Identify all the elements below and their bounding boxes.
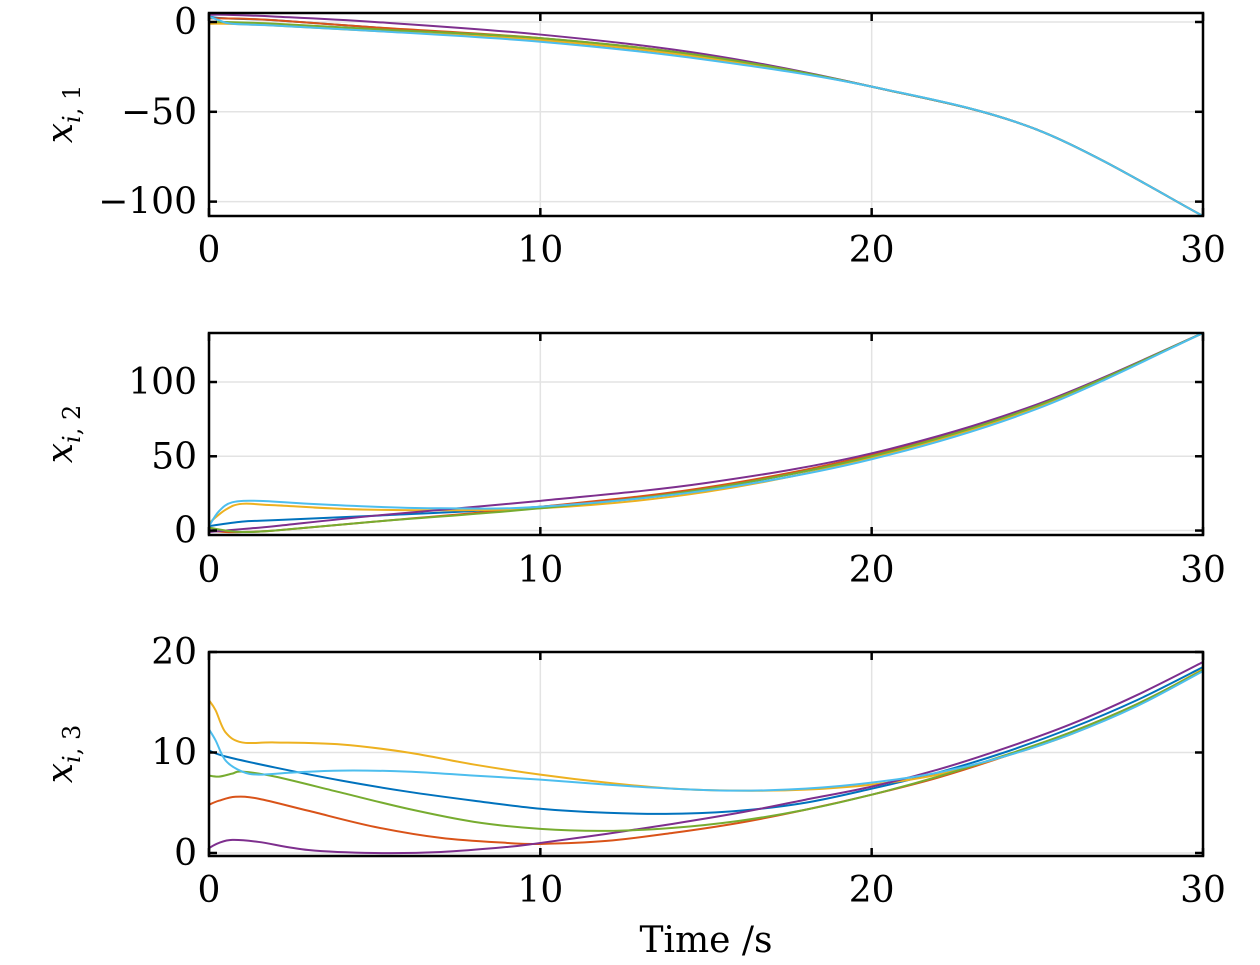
series-line-3 bbox=[209, 333, 1203, 524]
series-line-3 bbox=[209, 22, 1203, 216]
series-line-1 bbox=[209, 15, 1203, 216]
x-tick-label: 30 bbox=[1180, 230, 1226, 271]
axes-frame bbox=[207, 11, 1205, 218]
y-axis-label: xi, 2 bbox=[40, 405, 86, 464]
x-tick-label: 10 bbox=[517, 870, 563, 911]
y-axis-label: xi, 1 bbox=[40, 85, 86, 144]
series-line-1 bbox=[209, 333, 1203, 528]
series-line-6 bbox=[209, 670, 1203, 792]
x-tick-label: 0 bbox=[198, 550, 221, 591]
series-line-2 bbox=[209, 333, 1203, 534]
series-line-5 bbox=[209, 669, 1203, 832]
subplot-2: 0 10 20 30 0 50 100 xi, 2 bbox=[40, 331, 1226, 591]
x-tick-label: 20 bbox=[849, 230, 895, 271]
y-tick-label: 50 bbox=[151, 436, 197, 477]
y-tick-label: 0 bbox=[174, 2, 197, 43]
y-tick-label: 20 bbox=[151, 632, 197, 673]
series-line-6 bbox=[209, 15, 1203, 216]
series-line-4 bbox=[209, 333, 1203, 534]
y-tick-label: −100 bbox=[98, 182, 197, 223]
y-tick-label: 100 bbox=[128, 362, 197, 403]
x-tick-label: 30 bbox=[1180, 870, 1226, 911]
x-tick-label: 20 bbox=[849, 550, 895, 591]
series-line-2 bbox=[209, 17, 1203, 216]
series-line-6 bbox=[209, 333, 1203, 527]
x-tick-label: 20 bbox=[849, 870, 895, 911]
series-group bbox=[209, 333, 1203, 534]
series-group bbox=[209, 13, 1203, 216]
x-tick-label: 0 bbox=[198, 870, 221, 911]
y-tick-label: 0 bbox=[174, 833, 197, 874]
x-tick-label: 30 bbox=[1180, 550, 1226, 591]
series-line-5 bbox=[209, 333, 1203, 534]
y-axis-label: xi, 3 bbox=[40, 725, 86, 784]
series-line-4 bbox=[209, 13, 1203, 216]
axes-frame bbox=[207, 331, 1205, 537]
x-axis-label: Time /s bbox=[639, 920, 772, 961]
x-tick-label: 10 bbox=[517, 230, 563, 271]
y-tick-label: 0 bbox=[174, 511, 197, 552]
series-group bbox=[209, 661, 1203, 855]
subplot-1: 0 10 20 30 0 −50 −100 xi, 1 bbox=[40, 2, 1226, 271]
series-line-1 bbox=[209, 666, 1203, 815]
x-tick-label: 0 bbox=[198, 230, 221, 271]
y-tick-label: −50 bbox=[121, 92, 197, 133]
y-tick-label: 10 bbox=[151, 732, 197, 773]
series-line-4 bbox=[209, 661, 1203, 855]
axes-frame bbox=[207, 650, 1205, 858]
series-line-5 bbox=[209, 20, 1203, 216]
subplot-3: 0 10 20 30 0 10 20 xi, 3 Time /s bbox=[40, 632, 1226, 961]
x-tick-label: 10 bbox=[517, 550, 563, 591]
